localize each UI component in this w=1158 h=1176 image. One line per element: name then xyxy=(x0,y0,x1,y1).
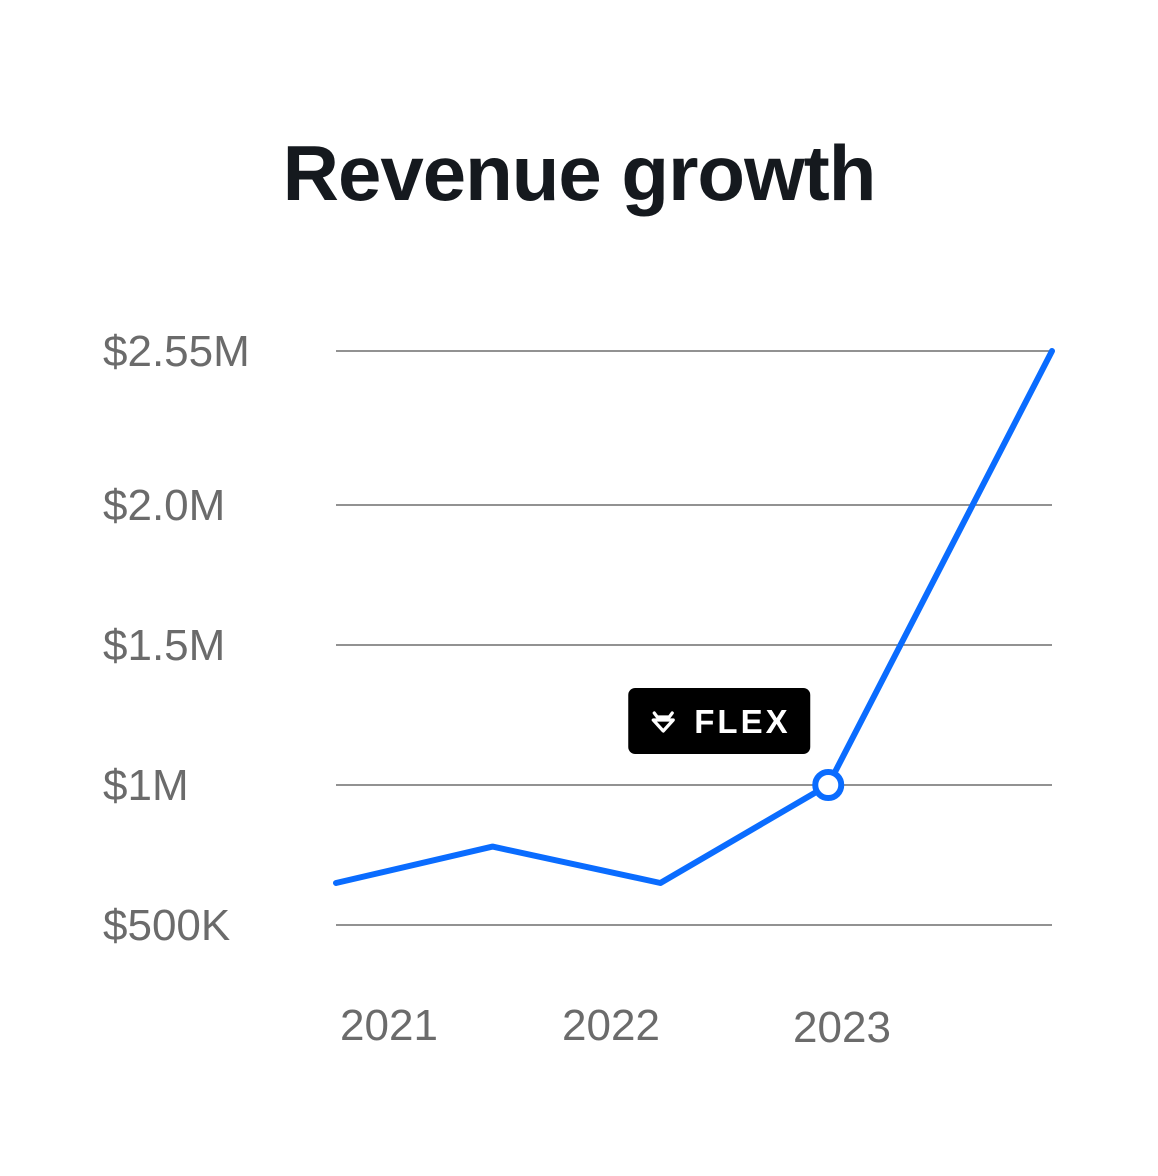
y-tick-label: $1.5M xyxy=(103,621,225,670)
marker-layer xyxy=(812,769,845,801)
grid-layer xyxy=(336,350,1052,926)
x-tick-label: 2023 xyxy=(793,1003,891,1052)
x-tick-label: 2021 xyxy=(340,1001,438,1050)
flex-badge: FLEX xyxy=(628,688,811,754)
highlight-marker xyxy=(812,769,845,801)
y-tick-label: $2.55M xyxy=(103,327,250,376)
chart-title: Revenue growth xyxy=(282,129,877,217)
flex-badge-background xyxy=(628,688,811,754)
y-axis-labels: $500K $1M $1.5M $2.0M $2.55M xyxy=(103,327,250,950)
flex-badge-label: FLEX xyxy=(694,703,790,740)
series-layer xyxy=(333,348,1055,886)
x-axis-labels: 2021 2022 2023 xyxy=(340,1001,891,1052)
flex-logo-icon xyxy=(651,711,675,733)
y-tick-label: $500K xyxy=(103,901,230,950)
y-tick-label: $1M xyxy=(103,761,189,810)
series-line-revenue xyxy=(333,348,1055,886)
y-tick-label: $2.0M xyxy=(103,481,225,530)
x-tick-label: 2022 xyxy=(562,1001,660,1050)
